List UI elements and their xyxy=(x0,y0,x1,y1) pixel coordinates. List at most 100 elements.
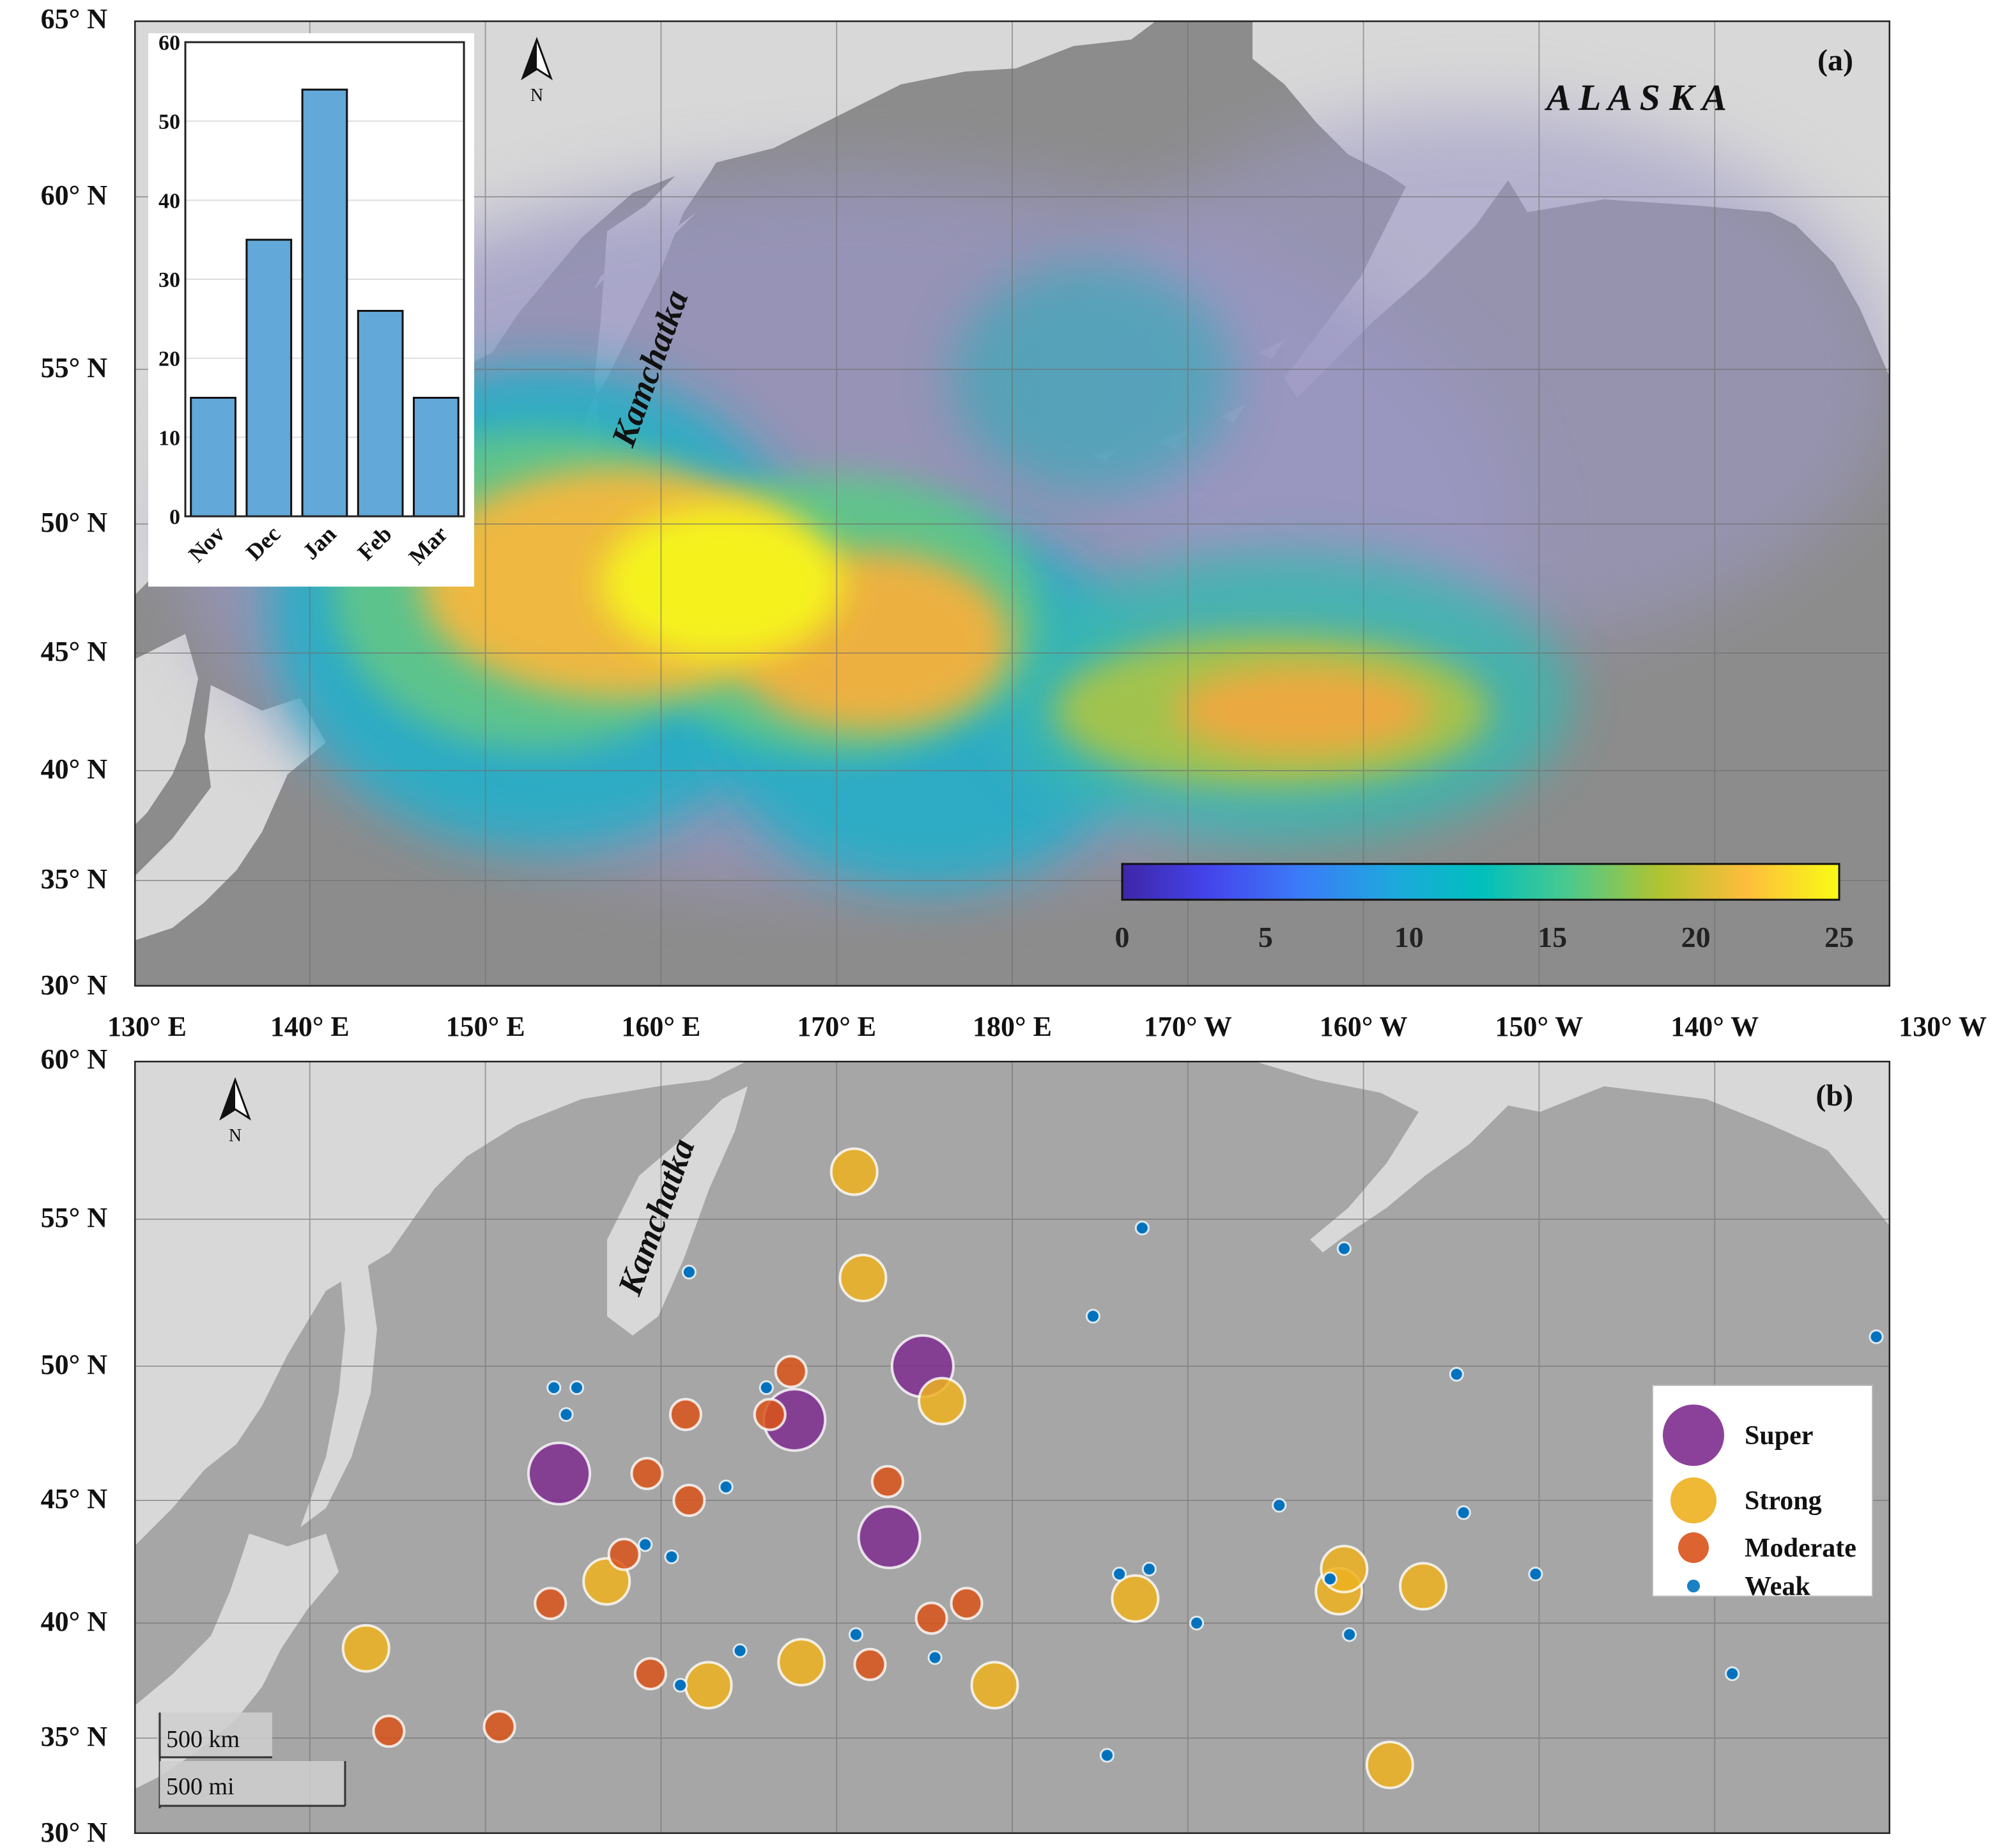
storm-marker-moderate xyxy=(753,1398,787,1431)
storm-marker-strong xyxy=(684,1661,733,1710)
storm-marker-super xyxy=(527,1442,592,1505)
colorbar-tick-label: 5 xyxy=(1258,921,1273,953)
storm-marker-moderate xyxy=(914,1601,948,1635)
storm-marker-weak xyxy=(638,1537,653,1552)
storm-marker-weak xyxy=(1342,1627,1357,1642)
storm-marker-weak xyxy=(1449,1367,1464,1382)
storm-marker-strong xyxy=(341,1624,390,1673)
histogram-bar xyxy=(190,397,236,518)
histogram-bar xyxy=(413,397,459,518)
panel-label: (a) xyxy=(1817,43,1853,77)
storm-marker-moderate xyxy=(607,1537,641,1571)
storm-marker-moderate xyxy=(870,1465,904,1498)
colorbar-tick-label: 10 xyxy=(1394,921,1424,953)
storm-markers xyxy=(341,1147,1884,1789)
latitude-label: 30° N xyxy=(40,969,107,1001)
storm-marker-moderate xyxy=(372,1714,406,1748)
graticule xyxy=(134,1061,1890,1834)
latitude-label: 50° N xyxy=(40,507,107,538)
storm-marker-weak xyxy=(927,1650,943,1665)
storm-marker-weak xyxy=(1134,1220,1150,1236)
longitude-label: 180° E xyxy=(973,1011,1052,1042)
scale-km-label: 500 km xyxy=(166,1726,240,1753)
legend-swatch-super xyxy=(1663,1405,1724,1466)
north-arrow-icon: N xyxy=(521,36,553,105)
longitude-label: 130° E xyxy=(107,1011,187,1042)
latitude-label: 60° N xyxy=(40,180,107,211)
panel-a-map: (a) A L A S K A Kamchatka N 0 5 10 15 20 25 xyxy=(134,20,1890,987)
histogram-y-tick: 10 xyxy=(158,426,180,450)
svg-text:N: N xyxy=(530,86,543,105)
storm-marker-weak xyxy=(1869,1329,1884,1344)
storm-marker-strong xyxy=(1399,1562,1448,1611)
legend-swatch-strong xyxy=(1670,1477,1716,1523)
storm-marker-weak xyxy=(1272,1498,1287,1513)
histogram-bar xyxy=(245,238,293,518)
storm-marker-weak xyxy=(1336,1241,1352,1256)
histogram-y-tick: 20 xyxy=(158,348,180,371)
histogram-y-tick: 60 xyxy=(158,33,180,55)
storm-marker-strong xyxy=(777,1638,826,1687)
storm-marker-weak xyxy=(732,1643,748,1658)
latitude-label: 60° N xyxy=(40,1043,107,1075)
storm-marker-moderate xyxy=(668,1398,702,1431)
longitude-label: 160° E xyxy=(621,1011,701,1042)
legend-label-strong: Strong xyxy=(1745,1486,1822,1516)
histogram-y-tick: 40 xyxy=(158,189,180,213)
storm-marker-strong xyxy=(1111,1574,1160,1623)
storm-marker-moderate xyxy=(534,1587,567,1621)
north-arrow-icon: N xyxy=(219,1077,251,1146)
storm-marker-strong xyxy=(838,1254,888,1302)
panel-b-map: (b) Kamchatka N 500 km 500 mi SuperStron… xyxy=(134,1061,1890,1834)
longitude-label: 160° W xyxy=(1319,1011,1408,1042)
svg-text:N: N xyxy=(229,1126,242,1146)
scale-mi-label: 500 mi xyxy=(166,1773,235,1800)
latitude-label: 35° N xyxy=(40,1721,107,1752)
storm-marker-weak xyxy=(569,1380,584,1396)
histogram-bar xyxy=(357,309,404,518)
storm-marker-strong xyxy=(829,1147,879,1196)
storm-marker-weak xyxy=(1528,1566,1543,1582)
storm-marker-strong xyxy=(970,1661,1019,1710)
storm-marker-weak xyxy=(1456,1505,1471,1520)
panel-label: (b) xyxy=(1816,1079,1853,1113)
latitude-label: 40° N xyxy=(40,1606,107,1637)
scale-bar: 500 km 500 mi xyxy=(157,1713,346,1808)
colorbar-tick-label: 15 xyxy=(1538,921,1567,953)
colorbar-tick-label: 20 xyxy=(1681,921,1711,953)
storm-marker-weak xyxy=(848,1627,863,1642)
storm-marker-moderate xyxy=(672,1484,706,1517)
storm-marker-strong xyxy=(1365,1741,1414,1789)
colorbar-tick-label: 0 xyxy=(1115,921,1130,953)
storm-marker-moderate xyxy=(853,1647,887,1681)
region-label-alaska: A L A S K A xyxy=(1545,77,1727,118)
latitude-label: 35° N xyxy=(40,863,107,895)
storm-marker-strong xyxy=(918,1376,967,1426)
storm-marker-moderate xyxy=(630,1457,664,1490)
legend-label-moderate: Moderate xyxy=(1745,1534,1856,1563)
storm-marker-weak xyxy=(1112,1566,1127,1582)
storm-marker-weak xyxy=(673,1677,688,1693)
storm-marker-weak xyxy=(1189,1615,1205,1631)
storm-marker-moderate xyxy=(633,1657,667,1691)
storm-marker-weak xyxy=(1141,1562,1157,1577)
latitude-label: 65° N xyxy=(40,3,107,35)
storm-marker-moderate xyxy=(950,1587,983,1621)
longitude-label: 140° E xyxy=(270,1011,350,1042)
storm-marker-weak xyxy=(664,1549,679,1564)
longitude-label: 140° W xyxy=(1670,1011,1759,1042)
longitude-label: 150° E xyxy=(445,1011,525,1042)
legend-swatch-moderate xyxy=(1678,1532,1709,1563)
latitude-label: 55° N xyxy=(40,1202,107,1233)
legend-swatch-weak xyxy=(1687,1580,1700,1592)
storm-marker-weak xyxy=(1085,1309,1100,1324)
storm-marker-moderate xyxy=(774,1355,808,1389)
histogram-bar xyxy=(301,88,348,518)
longitude-label: 150° W xyxy=(1495,1011,1584,1042)
legend-label-super: Super xyxy=(1745,1421,1813,1451)
storm-marker-weak xyxy=(759,1380,774,1396)
colorbar-tick-label: 25 xyxy=(1824,921,1854,953)
storm-marker-super xyxy=(857,1505,922,1569)
longitude-label: 170° W xyxy=(1143,1011,1232,1042)
